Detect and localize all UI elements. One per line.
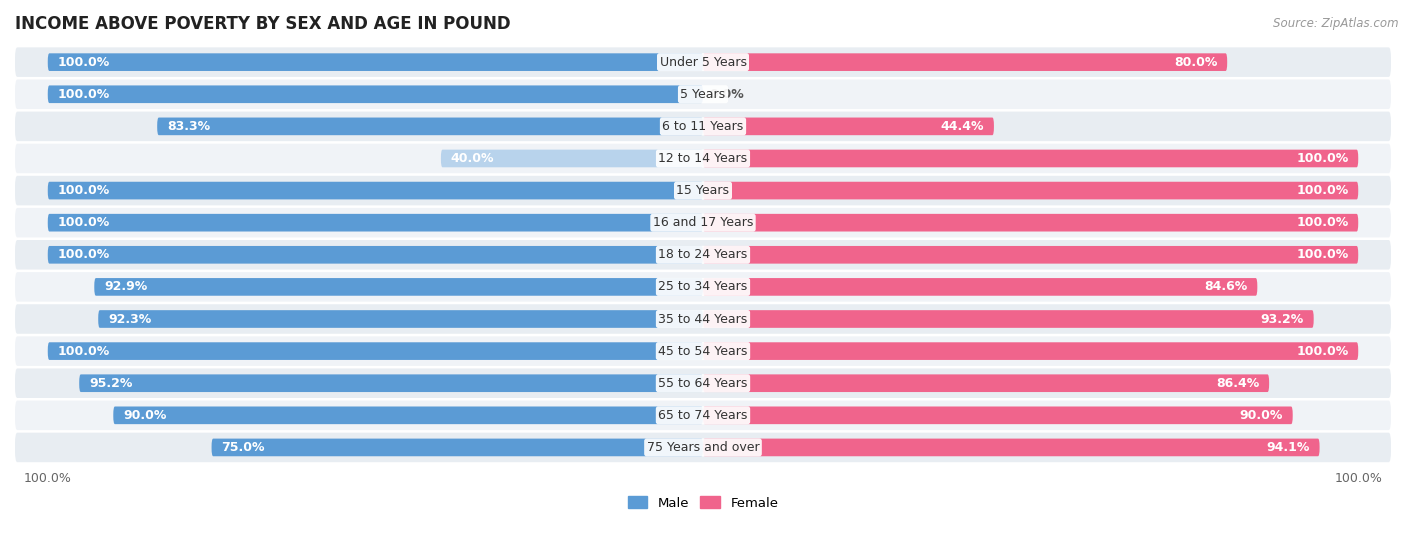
FancyBboxPatch shape xyxy=(703,439,1320,456)
FancyBboxPatch shape xyxy=(703,117,994,135)
FancyBboxPatch shape xyxy=(703,246,1358,264)
Text: 44.4%: 44.4% xyxy=(941,120,984,133)
Text: 100.0%: 100.0% xyxy=(1296,152,1348,165)
FancyBboxPatch shape xyxy=(79,375,703,392)
Text: 100.0%: 100.0% xyxy=(1296,344,1348,358)
FancyBboxPatch shape xyxy=(15,240,1391,269)
FancyBboxPatch shape xyxy=(703,310,1313,328)
FancyBboxPatch shape xyxy=(48,182,703,200)
Text: Source: ZipAtlas.com: Source: ZipAtlas.com xyxy=(1274,17,1399,30)
FancyBboxPatch shape xyxy=(94,278,703,296)
Text: 100.0%: 100.0% xyxy=(1296,248,1348,261)
FancyBboxPatch shape xyxy=(703,342,1358,360)
Text: 100.0%: 100.0% xyxy=(58,344,110,358)
FancyBboxPatch shape xyxy=(15,48,1391,77)
Text: 75.0%: 75.0% xyxy=(221,441,264,454)
FancyBboxPatch shape xyxy=(703,214,1358,231)
Text: INCOME ABOVE POVERTY BY SEX AND AGE IN POUND: INCOME ABOVE POVERTY BY SEX AND AGE IN P… xyxy=(15,15,510,33)
FancyBboxPatch shape xyxy=(48,214,703,231)
FancyBboxPatch shape xyxy=(15,176,1391,205)
FancyBboxPatch shape xyxy=(48,342,703,360)
FancyBboxPatch shape xyxy=(703,150,1358,167)
Text: 93.2%: 93.2% xyxy=(1261,312,1303,325)
FancyBboxPatch shape xyxy=(157,117,703,135)
FancyBboxPatch shape xyxy=(15,433,1391,462)
Text: 12 to 14 Years: 12 to 14 Years xyxy=(658,152,748,165)
Text: 6 to 11 Years: 6 to 11 Years xyxy=(662,120,744,133)
Text: 15 Years: 15 Years xyxy=(676,184,730,197)
FancyBboxPatch shape xyxy=(703,278,1257,296)
Text: 80.0%: 80.0% xyxy=(1174,56,1218,69)
FancyBboxPatch shape xyxy=(48,53,703,71)
FancyBboxPatch shape xyxy=(441,150,703,167)
FancyBboxPatch shape xyxy=(15,368,1391,398)
FancyBboxPatch shape xyxy=(703,375,1270,392)
Text: 100.0%: 100.0% xyxy=(1296,216,1348,229)
Text: 100.0%: 100.0% xyxy=(58,56,110,69)
Text: 40.0%: 40.0% xyxy=(451,152,495,165)
Text: 75 Years and over: 75 Years and over xyxy=(647,441,759,454)
FancyBboxPatch shape xyxy=(15,272,1391,302)
Text: 100.0%: 100.0% xyxy=(58,248,110,261)
Text: 65 to 74 Years: 65 to 74 Years xyxy=(658,409,748,422)
Text: 0.0%: 0.0% xyxy=(710,88,744,101)
Text: 90.0%: 90.0% xyxy=(124,409,166,422)
Text: 55 to 64 Years: 55 to 64 Years xyxy=(658,377,748,390)
FancyBboxPatch shape xyxy=(48,246,703,264)
Text: 45 to 54 Years: 45 to 54 Years xyxy=(658,344,748,358)
FancyBboxPatch shape xyxy=(211,439,703,456)
Text: 5 Years: 5 Years xyxy=(681,88,725,101)
Text: 18 to 24 Years: 18 to 24 Years xyxy=(658,248,748,261)
FancyBboxPatch shape xyxy=(15,112,1391,141)
Text: 100.0%: 100.0% xyxy=(58,88,110,101)
Text: 16 and 17 Years: 16 and 17 Years xyxy=(652,216,754,229)
Legend: Male, Female: Male, Female xyxy=(623,491,783,515)
Text: Under 5 Years: Under 5 Years xyxy=(659,56,747,69)
FancyBboxPatch shape xyxy=(15,401,1391,430)
Text: 35 to 44 Years: 35 to 44 Years xyxy=(658,312,748,325)
FancyBboxPatch shape xyxy=(48,86,703,103)
FancyBboxPatch shape xyxy=(15,79,1391,109)
FancyBboxPatch shape xyxy=(703,182,1358,200)
Text: 84.6%: 84.6% xyxy=(1205,281,1247,293)
Text: 92.3%: 92.3% xyxy=(108,312,152,325)
Text: 94.1%: 94.1% xyxy=(1267,441,1310,454)
Text: 100.0%: 100.0% xyxy=(58,216,110,229)
FancyBboxPatch shape xyxy=(703,53,1227,71)
Text: 100.0%: 100.0% xyxy=(1296,184,1348,197)
FancyBboxPatch shape xyxy=(703,406,1292,424)
Text: 90.0%: 90.0% xyxy=(1240,409,1282,422)
Text: 100.0%: 100.0% xyxy=(58,184,110,197)
FancyBboxPatch shape xyxy=(15,208,1391,238)
FancyBboxPatch shape xyxy=(15,304,1391,334)
Text: 95.2%: 95.2% xyxy=(89,377,132,390)
Text: 83.3%: 83.3% xyxy=(167,120,209,133)
FancyBboxPatch shape xyxy=(114,406,703,424)
Text: 86.4%: 86.4% xyxy=(1216,377,1260,390)
Text: 92.9%: 92.9% xyxy=(104,281,148,293)
FancyBboxPatch shape xyxy=(15,337,1391,366)
Text: 25 to 34 Years: 25 to 34 Years xyxy=(658,281,748,293)
FancyBboxPatch shape xyxy=(15,144,1391,173)
FancyBboxPatch shape xyxy=(98,310,703,328)
